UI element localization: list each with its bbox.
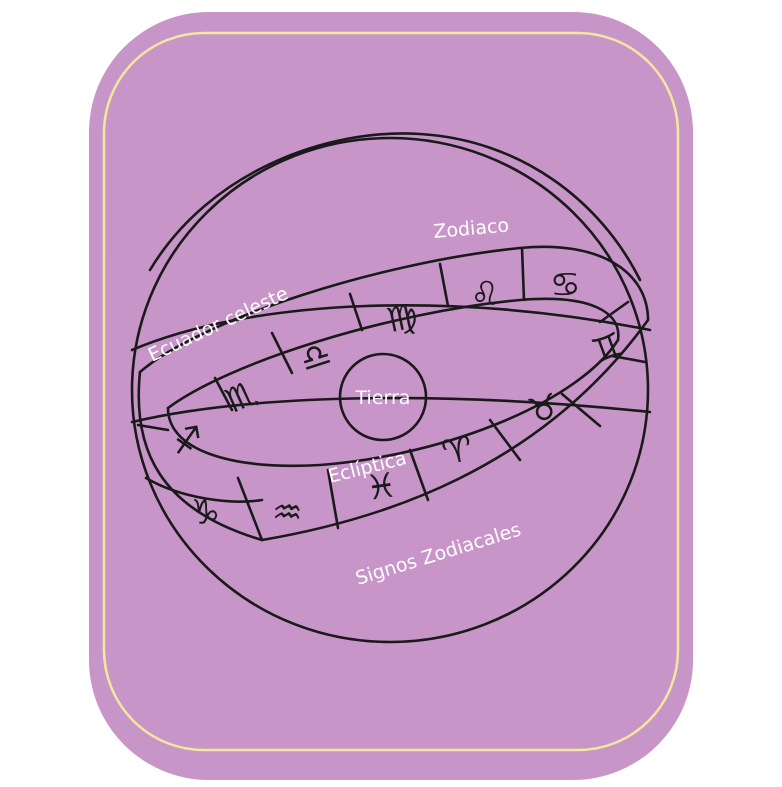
segment-divider	[520, 246, 526, 302]
celestial-sphere	[130, 136, 650, 644]
zodiac-ring-inner-bottom	[166, 338, 620, 467]
celestial-equator-upper	[130, 304, 652, 352]
leo-icon: ♌	[467, 273, 503, 317]
segment-divider	[270, 331, 294, 375]
card-background	[89, 12, 693, 780]
segment-divider	[560, 392, 602, 428]
card-inner-border	[102, 31, 680, 752]
pisces-icon: ♓	[364, 465, 400, 509]
earth-label: Tierra	[355, 387, 411, 409]
celestial-sphere-echo	[148, 132, 642, 282]
segment-divider	[136, 423, 170, 432]
segment-divider	[213, 376, 234, 412]
segment-divider	[438, 262, 450, 308]
segment-divider	[236, 476, 264, 542]
segment-divider	[598, 300, 630, 324]
aquarius-icon: ♒	[271, 492, 303, 533]
segment-divider	[488, 418, 522, 462]
segment-divider	[348, 292, 364, 332]
sagittarius-icon: ♐	[169, 419, 206, 464]
segment-divider	[326, 468, 340, 530]
segment-divider	[408, 448, 430, 502]
zodiac-ring-left-lower	[144, 476, 264, 503]
earth-circle	[338, 352, 428, 442]
zodiac-ring-inner-top	[166, 297, 620, 410]
zodiac-ring-outer-bottom	[137, 318, 650, 542]
segment-divider	[610, 354, 647, 364]
zodiac-ring-outer-top	[138, 245, 650, 374]
cancer-icon: ♋	[549, 264, 582, 306]
capricorn-icon: ♑	[189, 492, 222, 534]
